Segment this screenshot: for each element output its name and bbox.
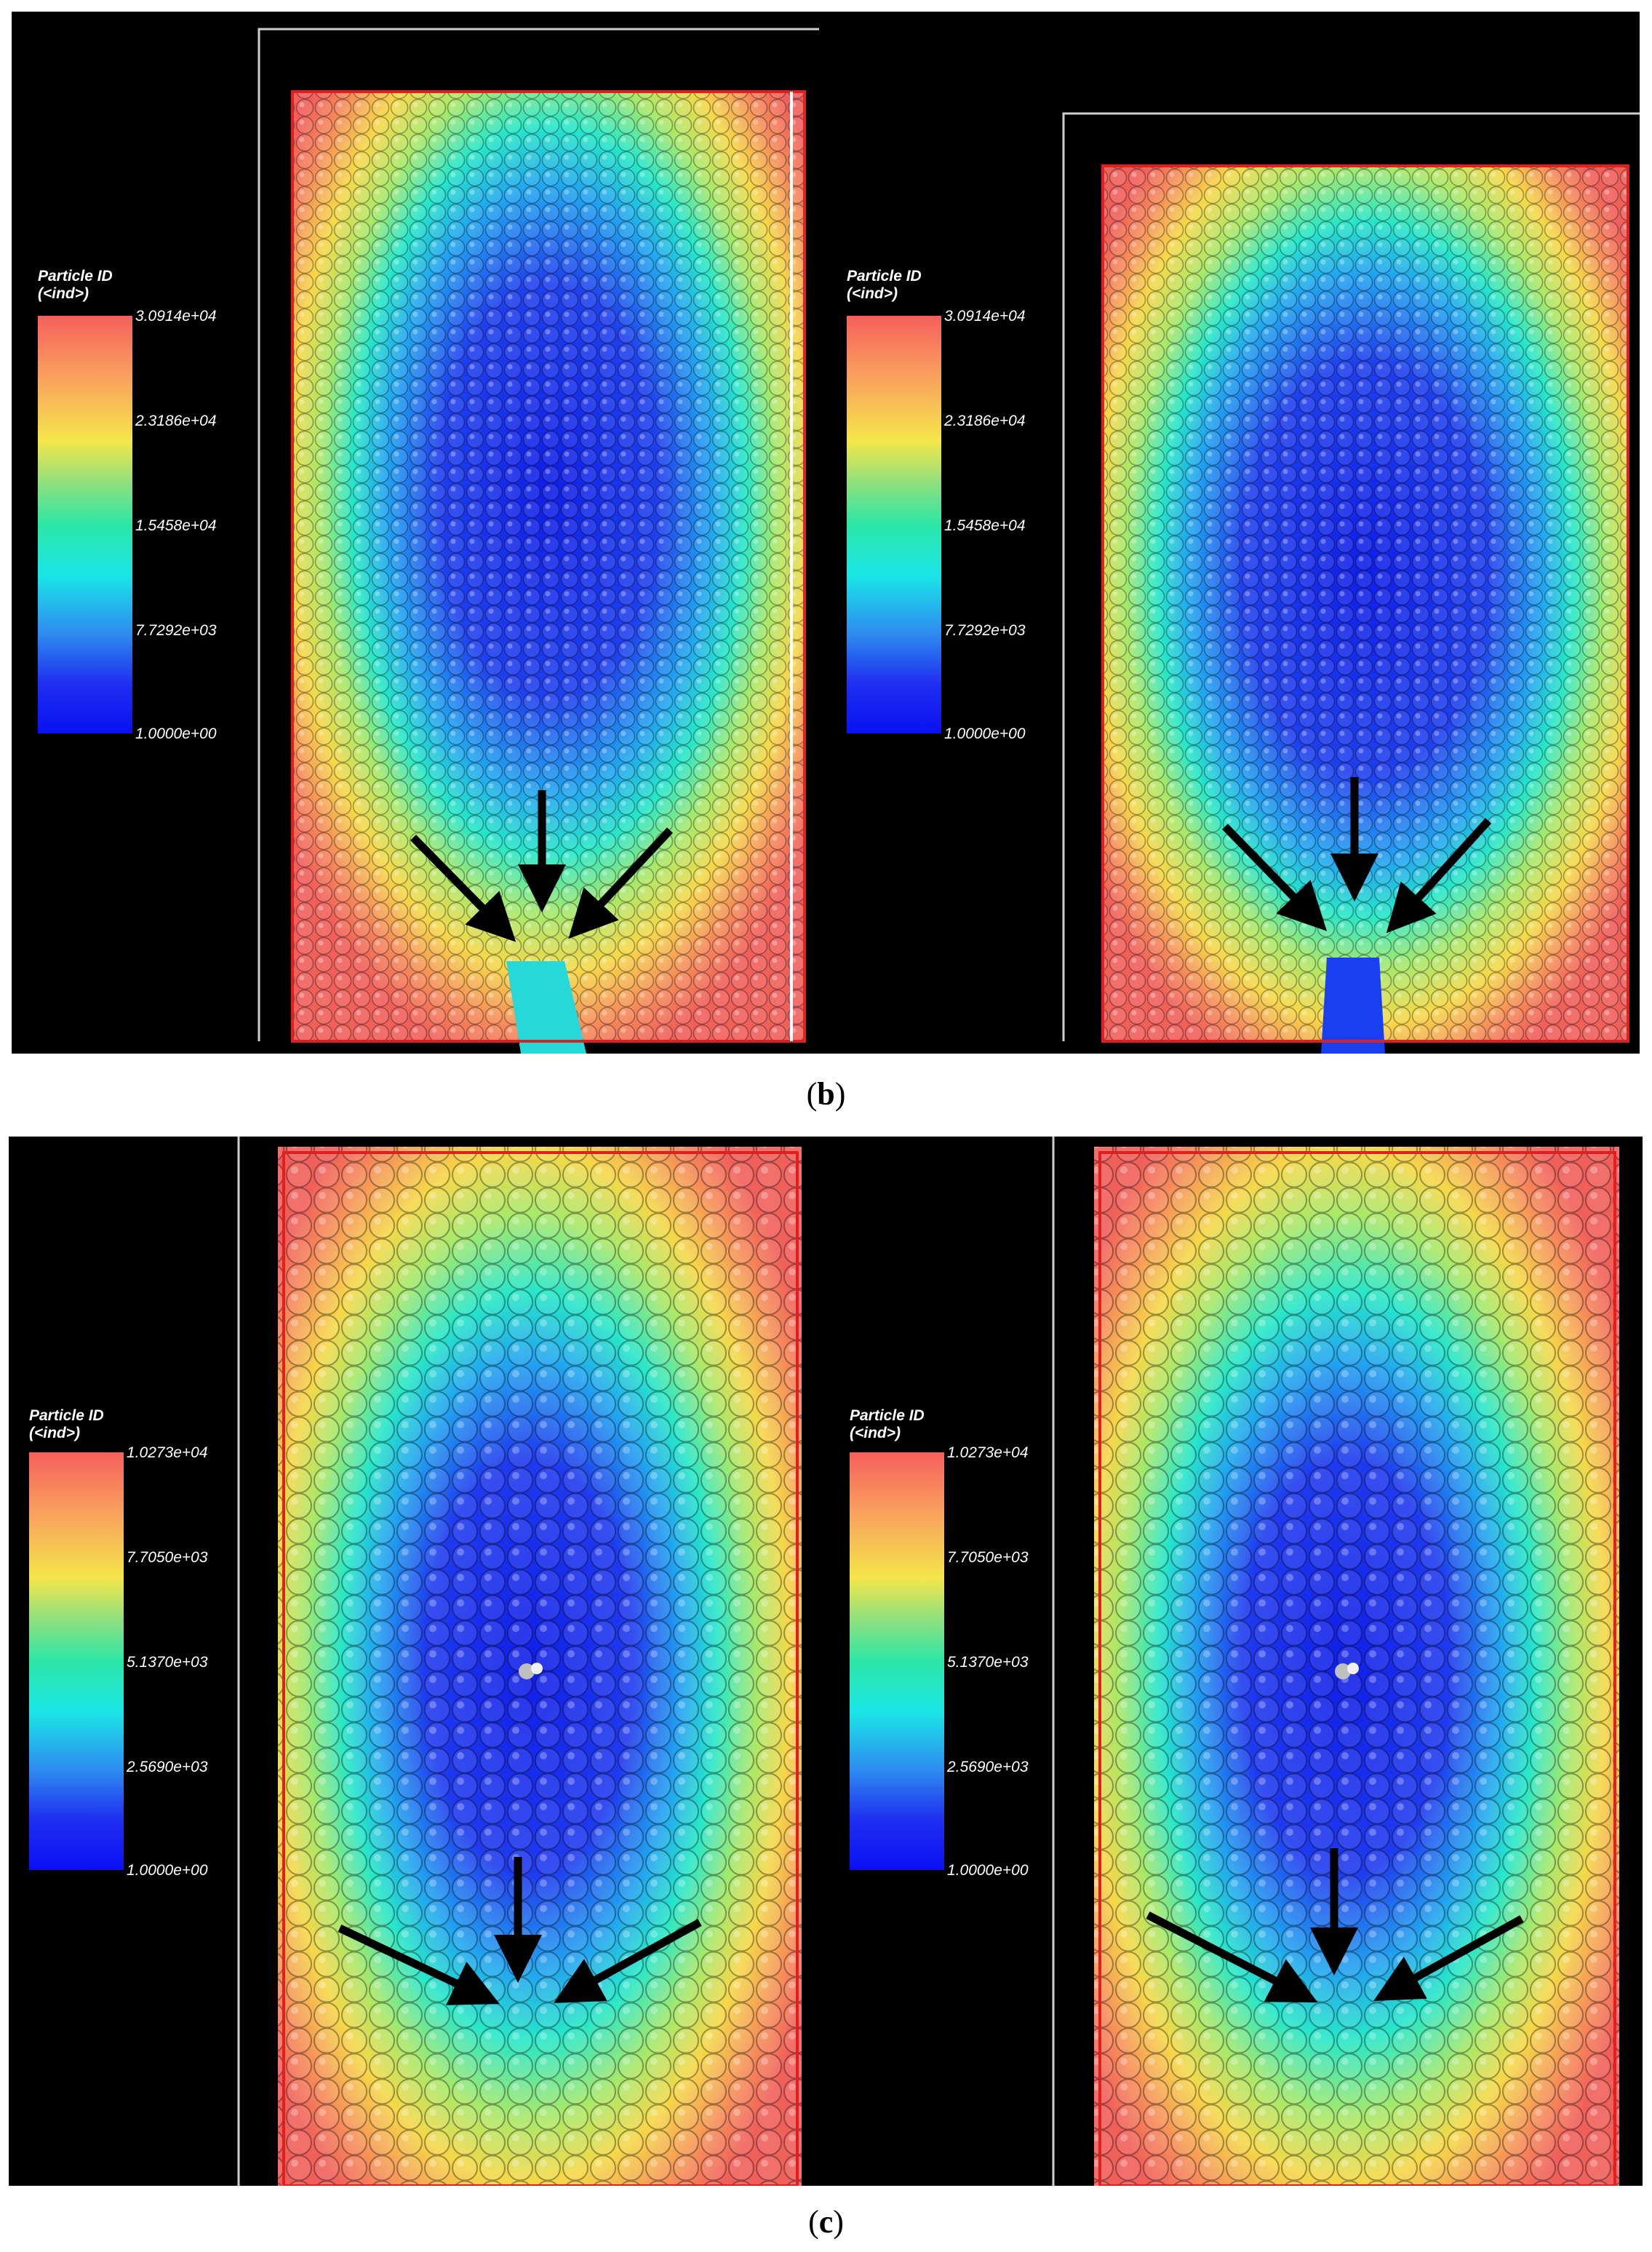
- tracer-particle: [1335, 1663, 1351, 1679]
- colorbar-tick: 5.1370e+03: [127, 1654, 208, 1671]
- tracer-particle: [519, 1663, 535, 1679]
- box-edge-c-left: [282, 1151, 799, 2186]
- legend-title-c-right: Particle ID (<ind>): [850, 1407, 925, 1441]
- colorbar-tick: 1.0000e+00: [944, 725, 1026, 742]
- frame-outline-right: [1062, 112, 1640, 1041]
- arrow-c-right-diag-right: [1373, 1915, 1524, 2001]
- legend-title-b-right: Particle ID (<ind>): [847, 268, 922, 302]
- figure-b-render: [258, 28, 1640, 1054]
- colorbar-tick: 7.7292e+03: [135, 622, 217, 639]
- caption-c: (c): [808, 2204, 844, 2240]
- colorbar-tick: 1.0000e+00: [947, 1862, 1029, 1879]
- colorbar-tick: 2.5690e+03: [947, 1759, 1029, 1775]
- colorbar-tick: 1.5458e+04: [135, 517, 217, 534]
- frame-outline-left: [258, 28, 819, 1041]
- colorbar-c-left: [29, 1452, 124, 1870]
- arrow-c-right-diag-left: [1146, 1911, 1318, 2003]
- legend-title-c-left: Particle ID (<ind>): [29, 1407, 104, 1441]
- colorbar-tick: 7.7292e+03: [944, 622, 1026, 639]
- colorbar-tick: 1.0273e+04: [947, 1444, 1029, 1461]
- outflow-stream-left: [506, 961, 586, 1054]
- colorbar-tick: 1.0000e+00: [135, 725, 217, 742]
- arrow-left-diag-right: [568, 827, 674, 939]
- colorbar-tick: 2.5690e+03: [127, 1759, 208, 1775]
- colorbar-b-left: [38, 316, 132, 733]
- arrow-right-diag-right: [1386, 818, 1492, 934]
- colorbar-tick: 7.7050e+03: [127, 1549, 208, 1566]
- figure-c-panel: Particle ID (<ind>) 1.0273e+04 7.7050e+0…: [9, 1137, 1643, 2186]
- arrow-c-left-diag-right: [554, 1919, 702, 2003]
- colorbar-tick: 3.0914e+04: [135, 308, 217, 325]
- colorbar-tick: 2.3186e+04: [944, 413, 1026, 429]
- colorbar-tick: 1.0273e+04: [127, 1444, 208, 1461]
- figure-b-panel: Particle ID (<ind>) 3.0914e+04 2.3186e+0…: [12, 12, 1640, 1054]
- colorbar-c-right: [850, 1452, 944, 1870]
- arrow-left-diag-left: [410, 835, 516, 942]
- colorbar-tick: 1.0000e+00: [127, 1862, 208, 1879]
- box-edge-right: [1101, 164, 1629, 1043]
- legend-title-b-left: Particle ID (<ind>): [38, 268, 113, 302]
- colorbar-tick: 2.3186e+04: [135, 413, 217, 429]
- outflow-stream-right: [1321, 958, 1385, 1054]
- arrow-right-diag-left: [1222, 824, 1328, 931]
- colorbar-b-right: [847, 316, 941, 733]
- colorbar-tick: 5.1370e+03: [947, 1654, 1029, 1671]
- colorbar-tick: 3.0914e+04: [944, 308, 1026, 325]
- box-edge-c-right: [1098, 1151, 1616, 2186]
- colorbar-tick: 7.7050e+03: [947, 1549, 1029, 1566]
- figure-c-render: [237, 1137, 1619, 2186]
- colorbar-tick: 1.5458e+04: [944, 517, 1026, 534]
- caption-b: (b): [806, 1076, 846, 1112]
- arrow-c-left-diag-left: [338, 1925, 500, 2005]
- box-edge-left: [291, 90, 806, 1043]
